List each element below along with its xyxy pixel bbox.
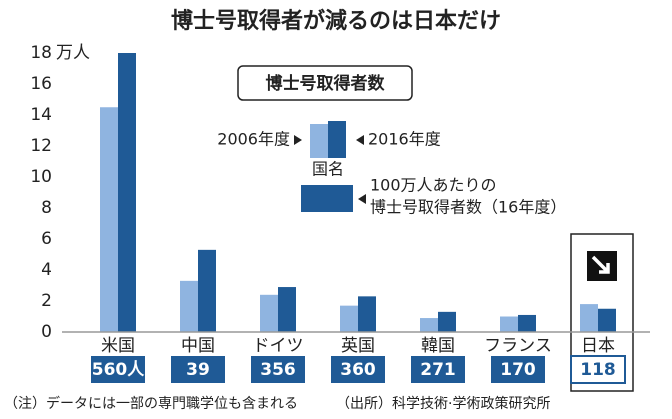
- bar: [340, 305, 358, 332]
- x-tick-label: 米国: [101, 336, 135, 356]
- legend-box: [237, 65, 413, 101]
- value-label: 170: [500, 360, 536, 380]
- x-tick-label: 英国: [341, 336, 375, 356]
- x-tick-label: 日本: [581, 336, 615, 356]
- source: （出所）科学技術·学術政策研究所: [336, 395, 550, 412]
- note: （注）データには一部の専門職学位も含まれる: [4, 395, 298, 412]
- legend-label: 博士号取得者数（16年度）: [370, 198, 566, 217]
- y-unit: 万人: [56, 43, 90, 63]
- bar: [278, 287, 296, 332]
- value-box: [91, 356, 145, 383]
- bar: [180, 280, 198, 332]
- legend-category: 国名: [312, 160, 344, 179]
- bar: [580, 304, 598, 332]
- bar: [518, 314, 536, 332]
- value-label: 560人: [92, 360, 145, 380]
- value-box: [171, 356, 225, 383]
- bar: [260, 294, 278, 332]
- x-tick-label: フランス: [484, 336, 552, 356]
- bar: [420, 318, 438, 332]
- y-tick-label: 10: [30, 167, 52, 187]
- x-tick-label: 中国: [181, 336, 215, 356]
- bar: [100, 107, 118, 332]
- value-label: 356: [260, 360, 296, 380]
- y-tick-label: 8: [41, 198, 52, 218]
- x-tick-label: 韓国: [421, 336, 455, 356]
- legend-label: 2006年度: [217, 130, 290, 149]
- down-arrow: [591, 255, 610, 274]
- y-tick-label: 16: [30, 74, 52, 94]
- legend-title: 博士号取得者数: [266, 73, 386, 94]
- value-box: [251, 356, 305, 383]
- legend-label: 2016年度: [368, 130, 441, 149]
- bar: [598, 308, 616, 332]
- y-tick-label: 18: [30, 43, 52, 63]
- y-tick-label: 0: [41, 322, 52, 342]
- y-tick-label: 14: [30, 105, 52, 125]
- bar: [118, 53, 136, 332]
- pointer: [356, 135, 364, 145]
- legend-swatch: [310, 124, 328, 158]
- pointer: [358, 194, 366, 204]
- y-tick-label: 6: [41, 229, 52, 249]
- value-box: [411, 356, 465, 383]
- y-tick-label: 2: [41, 291, 52, 311]
- value-label: 39: [186, 360, 210, 380]
- legend-label: 100万人あたりの: [370, 176, 497, 195]
- bar: [500, 316, 518, 332]
- bar: [198, 249, 216, 332]
- value-box: [570, 355, 626, 384]
- legend-swatch: [328, 121, 346, 158]
- value-label: 271: [420, 360, 456, 380]
- chart-title: 博士号取得者が減るのは日本だけ: [171, 8, 501, 34]
- bar: [358, 296, 376, 332]
- value-label: 118: [580, 360, 616, 380]
- x-tick-label: ドイツ: [253, 336, 304, 356]
- bar: [438, 311, 456, 332]
- pointer: [294, 135, 302, 145]
- legend-box-sample: [301, 185, 353, 212]
- value-box: [331, 356, 385, 383]
- value-box: [491, 356, 545, 383]
- value-label: 360: [340, 360, 376, 380]
- y-tick-label: 4: [41, 260, 52, 280]
- y-tick-label: 12: [30, 136, 52, 156]
